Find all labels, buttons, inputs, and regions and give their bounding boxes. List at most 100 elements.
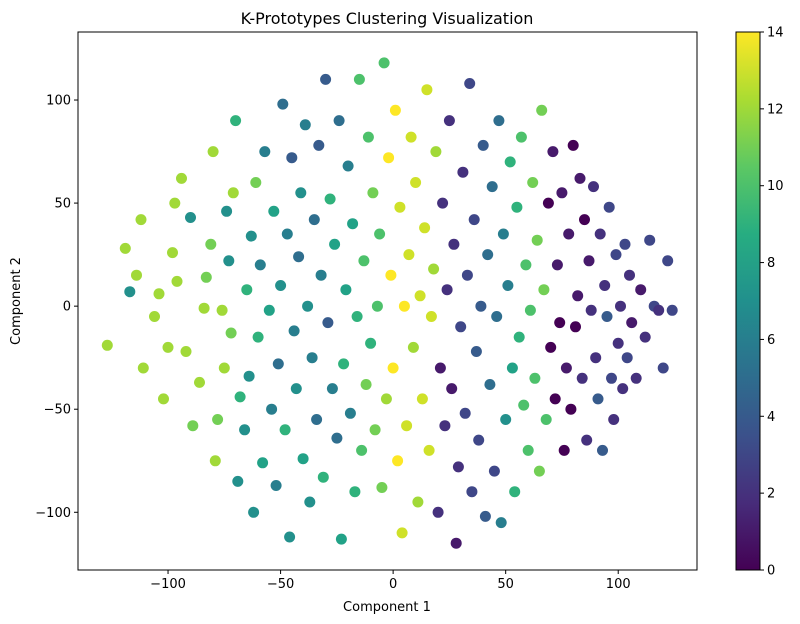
data-point bbox=[263, 304, 275, 316]
data-point bbox=[405, 131, 417, 143]
y-tick-label: −50 bbox=[44, 403, 71, 418]
data-point bbox=[437, 197, 449, 209]
data-point bbox=[615, 300, 626, 312]
data-point bbox=[374, 228, 386, 240]
data-point bbox=[320, 73, 332, 85]
data-point bbox=[149, 311, 160, 322]
data-point bbox=[299, 119, 311, 131]
colorbar-tick-label: 14 bbox=[767, 26, 784, 41]
plot-frame bbox=[77, 31, 698, 571]
data-point bbox=[205, 238, 217, 250]
data-point bbox=[588, 181, 599, 193]
data-point bbox=[644, 234, 656, 246]
data-point bbox=[565, 403, 577, 415]
data-point bbox=[101, 339, 113, 351]
data-point bbox=[171, 275, 183, 287]
data-point bbox=[491, 311, 503, 322]
data-point bbox=[371, 300, 383, 312]
data-point bbox=[275, 280, 287, 291]
data-point bbox=[410, 177, 422, 188]
data-point bbox=[383, 152, 395, 164]
data-point bbox=[304, 496, 316, 508]
data-point bbox=[470, 346, 482, 357]
data-point bbox=[396, 527, 408, 539]
data-point bbox=[331, 432, 343, 444]
data-point bbox=[209, 455, 221, 467]
data-point bbox=[594, 228, 606, 240]
y-tick-label: 50 bbox=[54, 197, 71, 212]
data-point bbox=[389, 104, 401, 116]
y-axis: −100 −50 0 50 100 bbox=[35, 94, 78, 521]
data-point bbox=[407, 341, 419, 353]
data-point bbox=[293, 251, 305, 263]
data-point bbox=[585, 304, 597, 316]
data-point bbox=[268, 205, 280, 217]
data-point bbox=[392, 455, 404, 467]
data-point bbox=[542, 197, 554, 209]
data-point bbox=[439, 420, 451, 432]
data-point bbox=[218, 362, 230, 374]
data-point bbox=[340, 284, 352, 296]
data-point bbox=[558, 444, 570, 456]
data-point bbox=[434, 362, 446, 374]
data-point bbox=[452, 461, 464, 473]
data-point bbox=[248, 506, 260, 518]
data-point bbox=[317, 471, 329, 483]
colorbar-tick-label: 6 bbox=[767, 333, 775, 348]
colorbar-tick-label: 8 bbox=[767, 256, 775, 271]
data-point bbox=[626, 317, 638, 329]
data-point bbox=[579, 214, 590, 226]
data-point bbox=[281, 228, 293, 240]
data-point bbox=[590, 352, 602, 364]
data-point bbox=[459, 407, 471, 419]
colorbar bbox=[736, 32, 760, 570]
data-point bbox=[342, 160, 354, 172]
data-point bbox=[223, 255, 235, 267]
data-point bbox=[367, 187, 379, 199]
data-point bbox=[545, 341, 557, 353]
data-point bbox=[606, 372, 617, 384]
data-point bbox=[279, 424, 291, 436]
data-point bbox=[313, 139, 325, 151]
data-point bbox=[272, 358, 284, 370]
data-point bbox=[653, 304, 665, 316]
data-point bbox=[302, 300, 314, 312]
data-point bbox=[266, 403, 278, 415]
data-point bbox=[401, 420, 413, 432]
data-point bbox=[479, 510, 491, 522]
data-point bbox=[131, 269, 142, 281]
data-point bbox=[124, 286, 136, 298]
data-point bbox=[250, 177, 262, 188]
data-point bbox=[601, 311, 613, 322]
data-point bbox=[324, 193, 336, 205]
data-point bbox=[450, 537, 462, 549]
data-point bbox=[387, 362, 399, 374]
data-point bbox=[419, 222, 431, 234]
data-point bbox=[464, 78, 476, 89]
x-tick-label: 50 bbox=[497, 577, 514, 592]
data-point bbox=[311, 414, 323, 425]
data-point bbox=[403, 249, 415, 261]
data-point bbox=[515, 131, 527, 143]
data-point bbox=[425, 311, 437, 322]
data-point bbox=[169, 197, 181, 209]
data-point bbox=[243, 370, 255, 382]
data-point bbox=[270, 480, 282, 491]
data-point bbox=[158, 393, 169, 405]
y-tick-label: −100 bbox=[35, 506, 71, 521]
data-point bbox=[520, 259, 532, 271]
data-point bbox=[448, 238, 460, 250]
data-point bbox=[137, 362, 149, 374]
data-point bbox=[475, 300, 487, 312]
data-point bbox=[119, 242, 131, 254]
data-point bbox=[297, 453, 309, 465]
data-point bbox=[495, 517, 507, 529]
data-point bbox=[455, 321, 467, 333]
data-point bbox=[506, 362, 518, 374]
data-point bbox=[295, 187, 307, 199]
data-point bbox=[326, 383, 338, 395]
data-point bbox=[322, 317, 334, 329]
y-axis-label: Component 2 bbox=[9, 257, 24, 345]
data-point bbox=[657, 362, 669, 374]
data-point bbox=[167, 247, 178, 259]
